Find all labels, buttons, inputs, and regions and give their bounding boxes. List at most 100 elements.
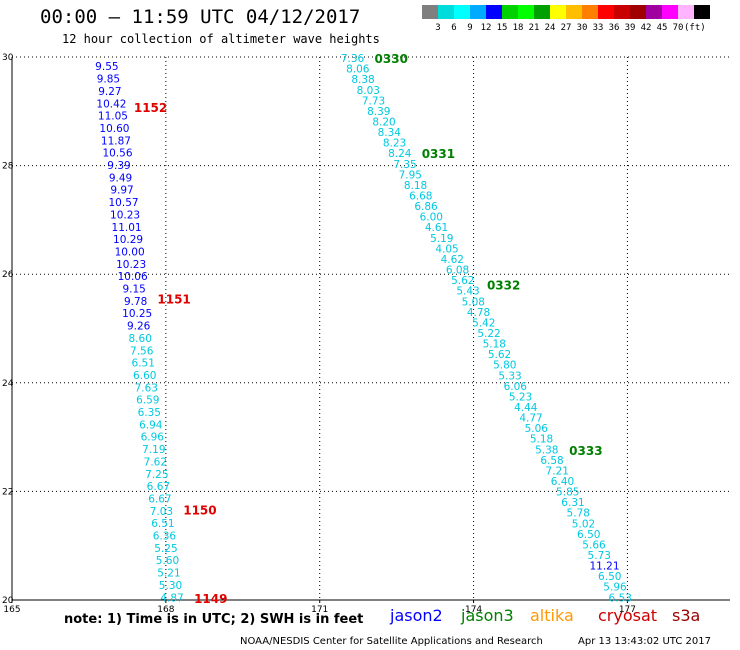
scale-swatch — [502, 5, 518, 19]
swh-value-jason2: 10.57 — [109, 197, 139, 209]
scale-swatch — [614, 5, 630, 19]
swh-value-jason2: 5.60 — [156, 555, 179, 567]
swh-value-jason2: 6.94 — [139, 419, 163, 431]
swh-value-jason3: 5.62 — [488, 349, 511, 361]
swh-value-jason3: 8.24 — [388, 148, 412, 160]
scale-label: 33 — [592, 23, 604, 33]
swh-value-jason2: 6.60 — [133, 370, 156, 382]
swh-value-jason3: 7.36 — [341, 53, 365, 65]
y-tick-label: 24 — [2, 379, 14, 389]
swh-value-jason3: 5.43 — [456, 286, 479, 298]
legend-jason2: jason2 — [390, 606, 443, 625]
scale-label: 36 — [608, 23, 620, 33]
swh-value-jason2: 9.55 — [95, 61, 118, 73]
swh-value-jason3: 5.18 — [530, 434, 553, 446]
scale-label: 42 — [640, 23, 652, 33]
swh-value-jason2: 10.60 — [99, 123, 129, 135]
swh-value-jason3: 11.21 — [589, 561, 619, 573]
swh-value-jason2: 9.49 — [109, 172, 132, 184]
swh-value-jason2: 7.56 — [130, 345, 154, 357]
swh-value-jason2: 9.97 — [110, 185, 133, 197]
swh-value-jason3: 4.78 — [467, 307, 490, 319]
scale-swatch — [678, 5, 694, 19]
scale-swatch — [694, 5, 710, 19]
swh-value-jason2: 10.56 — [102, 148, 132, 160]
x-tick-label: 174 — [465, 605, 482, 615]
time-label-jason2: 1150 — [183, 503, 216, 517]
swh-value-jason3: 5.96 — [603, 582, 627, 594]
scale-swatch — [630, 5, 646, 19]
scale-label: 3 — [435, 23, 441, 33]
swh-value-jason3: 5.08 — [462, 296, 485, 308]
swh-value-jason3: 4.62 — [441, 254, 464, 266]
scale-label: 21 — [528, 23, 540, 33]
swh-value-jason2: 10.25 — [122, 308, 152, 320]
swh-value-jason3: 5.73 — [588, 550, 611, 562]
swh-value-jason2: 6.96 — [141, 432, 165, 444]
swh-value-jason3: 6.68 — [409, 191, 432, 203]
swh-value-jason3: 5.19 — [430, 233, 453, 245]
chart-title: 00:00 – 11:59 UTC 04/12/2017 — [40, 6, 361, 28]
chart-subtitle: 12 hour collection of altimeter wave hei… — [62, 32, 380, 46]
time-label-jason3: 0333 — [569, 444, 602, 458]
swh-value-jason3: 8.39 — [367, 106, 390, 118]
swh-value-jason2: 6.35 — [138, 407, 161, 419]
timestamp: Apr 13 13:43:02 UTC 2017 — [578, 636, 711, 647]
swh-value-jason2: 6.67 — [147, 481, 170, 493]
swh-value-jason3: 6.06 — [504, 381, 528, 393]
swh-value-jason3: 8.06 — [346, 64, 370, 76]
swh-value-jason2: 9.26 — [127, 321, 151, 333]
time-label-jason2: 1149 — [194, 592, 227, 606]
y-tick-label: 20 — [2, 596, 14, 606]
y-tick-label: 26 — [2, 270, 14, 280]
swh-value-jason3: 6.53 — [609, 592, 632, 604]
swh-value-jason2: 5.21 — [157, 568, 180, 580]
scale-label: 24 — [544, 23, 556, 33]
scale-label: 6 — [451, 23, 457, 33]
swh-value-jason3: 4.05 — [435, 243, 458, 255]
time-label-jason2: 1151 — [157, 293, 190, 307]
swh-value-jason3: 6.31 — [561, 497, 584, 509]
swh-value-jason3: 5.06 — [525, 423, 549, 435]
swh-value-jason3: 4.61 — [425, 222, 448, 234]
swh-value-jason2: 4.87 — [160, 592, 183, 604]
swh-value-jason3: 5.42 — [472, 317, 495, 329]
swh-value-jason3: 7.95 — [399, 169, 422, 181]
swh-value-jason3: 5.62 — [451, 275, 474, 287]
y-tick-label: 28 — [2, 162, 14, 172]
swh-value-jason2: 11.87 — [101, 135, 131, 147]
swh-value-jason3: 7.35 — [393, 159, 416, 171]
scale-swatch — [470, 5, 486, 19]
scale-label: 39 — [624, 23, 636, 33]
swh-value-jason2: 6.36 — [153, 531, 177, 543]
swh-value-jason3: 5.85 — [556, 487, 579, 499]
scale-label: 70 — [672, 23, 684, 33]
scale-swatch — [534, 5, 550, 19]
swh-value-jason3: 8.34 — [378, 127, 402, 139]
scale-label: 45 — [656, 23, 668, 33]
swh-value-jason2: 10.29 — [113, 234, 143, 246]
swh-value-jason2: 9.85 — [97, 74, 120, 86]
swh-value-jason3: 5.33 — [498, 370, 521, 382]
swh-value-jason2: 11.01 — [112, 222, 142, 234]
swh-value-jason2: 7.63 — [135, 382, 158, 394]
swh-value-jason3: 7.21 — [546, 465, 569, 477]
swh-value-jason2: 10.06 — [118, 271, 148, 283]
swh-value-jason2: 5.25 — [154, 543, 177, 555]
legend-altika: altika — [530, 606, 574, 625]
swh-value-jason3: 5.80 — [493, 360, 516, 372]
swh-value-jason3: 7.73 — [362, 95, 385, 107]
swh-value-jason2: 9.27 — [98, 86, 121, 98]
x-tick-label: 171 — [311, 605, 328, 615]
scale-swatch — [486, 5, 502, 19]
swh-value-jason3: 6.86 — [414, 201, 438, 213]
swh-value-jason3: 8.18 — [404, 180, 427, 192]
swh-value-jason3: 8.03 — [357, 85, 380, 97]
scale-label: 15 — [496, 23, 508, 33]
swh-value-jason3: 4.77 — [519, 413, 542, 425]
swh-value-jason3: 5.78 — [567, 508, 590, 520]
swh-value-jason2: 7.03 — [150, 506, 173, 518]
swh-value-jason2: 6.51 — [132, 358, 155, 370]
swh-value-jason2: 10.42 — [96, 98, 126, 110]
swh-value-jason2: 10.00 — [115, 246, 145, 258]
